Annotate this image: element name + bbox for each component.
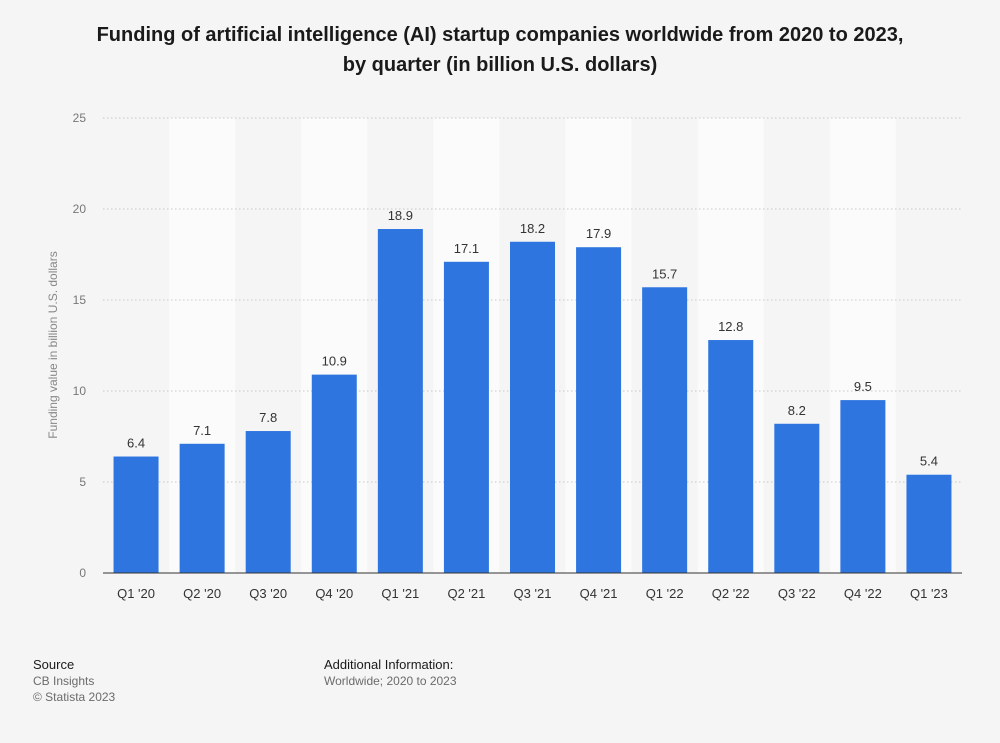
bar bbox=[510, 241, 555, 573]
data-labels: 6.4 7.1 7.8 10.9 18.9 17.1 18.2 17.9 15.7 12.8 8.2… bbox=[127, 208, 938, 469]
data-label: 18.9 bbox=[388, 208, 413, 223]
bar bbox=[642, 287, 688, 573]
data-label: 5.4 bbox=[920, 454, 938, 469]
x-tick-label: Q3 '21 bbox=[514, 586, 552, 601]
x-tick-label: Q3 '20 bbox=[249, 586, 287, 601]
additional-info-block: Additional Information: Worldwide; 2020 … bbox=[324, 657, 457, 689]
x-tick-label: Q1 '23 bbox=[910, 586, 948, 601]
data-label: 15.7 bbox=[652, 266, 677, 281]
y-axis-ticks: 0 5 10 15 20 25 bbox=[73, 111, 87, 580]
data-label: 10.9 bbox=[322, 354, 347, 369]
x-tick-label: Q2 '21 bbox=[447, 586, 485, 601]
x-tick-label: Q4 '20 bbox=[315, 586, 353, 601]
chart-title-line-1: Funding of artificial intelligence (AI) … bbox=[96, 24, 904, 46]
y-axis-label: Funding value in billion U.S. dollars bbox=[46, 251, 60, 438]
y-tick-label: 15 bbox=[73, 293, 87, 307]
x-axis-ticks: Q1 '20 Q2 '20 Q3 '20 Q4 '20 Q1 '21 Q2 '21 Q3 '… bbox=[117, 586, 948, 601]
data-label: 17.1 bbox=[454, 241, 479, 256]
x-tick-label: Q2 '20 bbox=[183, 586, 221, 601]
source-line-2: © Statista 2023 bbox=[33, 690, 116, 704]
bar bbox=[774, 423, 820, 573]
x-tick-label: Q4 '21 bbox=[580, 586, 618, 601]
bar bbox=[443, 261, 489, 573]
additional-info-line: Worldwide; 2020 to 2023 bbox=[324, 674, 457, 688]
y-tick-label: 5 bbox=[79, 475, 86, 489]
chart-title: Funding of artificial intelligence (AI) … bbox=[50, 20, 950, 80]
y-tick-label: 25 bbox=[73, 111, 87, 125]
bar bbox=[708, 340, 754, 573]
data-label: 6.4 bbox=[127, 436, 145, 451]
x-tick-label: Q1 '22 bbox=[646, 586, 684, 601]
data-label: 12.8 bbox=[718, 319, 743, 334]
bar bbox=[179, 443, 225, 573]
additional-info-heading: Additional Information: bbox=[324, 657, 454, 672]
y-tick-label: 0 bbox=[79, 566, 86, 580]
chart-title-line-2: by quarter (in billion U.S. dollars) bbox=[342, 54, 658, 76]
x-tick-label: Q4 '22 bbox=[844, 586, 882, 601]
bar-chart: 0 5 10 15 20 25 6.4 7.1 7.8 10.9 18.9 17.1 18.2 17.9… bbox=[46, 111, 962, 601]
x-tick-label: Q3 '22 bbox=[778, 586, 816, 601]
bar bbox=[906, 474, 952, 573]
source-line-1: CB Insights bbox=[33, 674, 95, 688]
bar bbox=[113, 456, 159, 573]
bar bbox=[840, 400, 886, 573]
data-label: 18.2 bbox=[520, 221, 545, 236]
data-label: 9.5 bbox=[854, 379, 872, 394]
data-label: 17.9 bbox=[586, 226, 611, 241]
x-tick-label: Q2 '22 bbox=[712, 586, 750, 601]
bar bbox=[245, 431, 291, 573]
bar bbox=[311, 374, 357, 573]
y-tick-label: 20 bbox=[73, 202, 87, 216]
data-label: 7.8 bbox=[259, 410, 277, 425]
bar bbox=[377, 229, 423, 573]
x-tick-label: Q1 '20 bbox=[117, 586, 155, 601]
bar bbox=[576, 247, 622, 573]
y-tick-label: 10 bbox=[73, 384, 87, 398]
data-label: 8.2 bbox=[788, 403, 806, 418]
data-label: 7.1 bbox=[193, 423, 211, 438]
source-block: Source CB Insights © Statista 2023 bbox=[33, 657, 115, 705]
x-tick-label: Q1 '21 bbox=[381, 586, 419, 601]
bars bbox=[113, 229, 952, 573]
source-heading: Source bbox=[33, 657, 75, 672]
